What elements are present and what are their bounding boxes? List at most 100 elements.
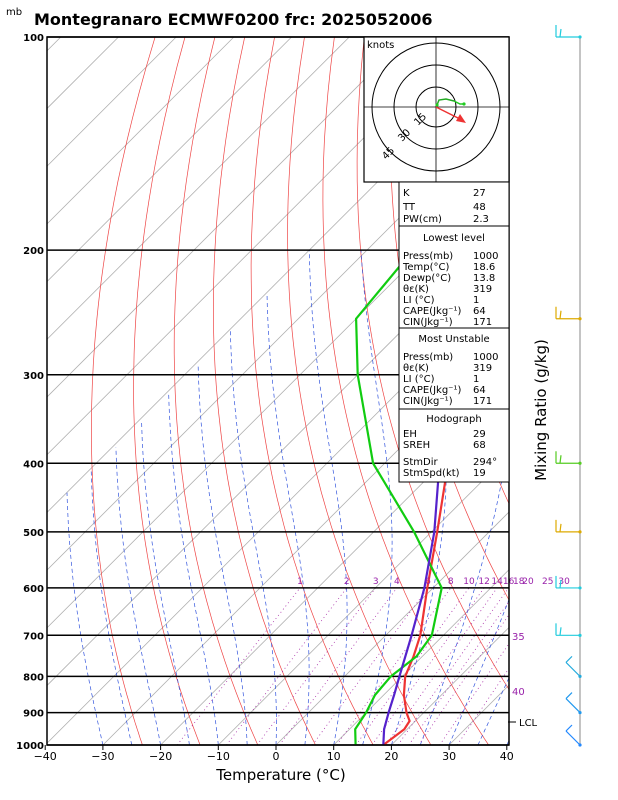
mixing-ratio-line — [456, 667, 509, 745]
lowest-li-label: LI (°C) — [403, 295, 435, 306]
unstable-thetae-value: 319 — [473, 363, 492, 374]
mixing-ratio-line — [355, 587, 470, 745]
mixing-ratio-label: 30 — [558, 577, 570, 587]
mixing-ratio-label: 20 — [522, 577, 534, 587]
temperature-tick-label: 40 — [500, 750, 514, 763]
wind-barb-flag — [565, 692, 573, 700]
temperature-tick-label: −20 — [149, 750, 172, 763]
hodograph-ring-30 — [393, 64, 479, 150]
wind-barb-dot — [578, 743, 582, 747]
dry-adiabat-line — [356, 37, 509, 691]
temperature-tick-label: 0 — [273, 750, 280, 763]
wind-barb — [555, 306, 582, 321]
hodo-eh-value: 29 — [473, 429, 486, 440]
x-axis-title: Temperature (°C) — [215, 766, 345, 784]
lowest-cape-value: 64 — [473, 306, 486, 317]
isotherm-line — [565, 37, 618, 745]
lowest-title: Lowest level — [423, 233, 485, 244]
hodo-stmspd-value: 19 — [473, 468, 486, 479]
temperature-tick-label: −10 — [207, 750, 230, 763]
moist-adiabat-line — [168, 394, 219, 745]
temperature-tick-label: 10 — [327, 750, 341, 763]
lowest-cin-value: 171 — [473, 317, 492, 328]
mixing-ratio-label: 14 — [491, 577, 503, 587]
dry-adiabat-line — [322, 37, 489, 745]
wind-barb-dot — [578, 35, 582, 39]
lowest-thetae-value: 319 — [473, 284, 492, 295]
wind-barb-shaft — [565, 661, 581, 677]
unstable-press-label: Press(mb) — [403, 352, 453, 363]
hodograph: knots 15 30 45 — [363, 36, 510, 183]
mixing-ratio-line — [385, 587, 498, 745]
moist-adiabat-line — [197, 364, 248, 745]
moist-adiabat-line — [115, 447, 161, 745]
background-lines — [47, 37, 618, 745]
wind-barb-flag — [559, 579, 562, 589]
mixing-ratio-label: 3 — [373, 577, 379, 587]
mixing-ratio-label: 8 — [448, 577, 454, 587]
dry-adiabat-line — [514, 37, 618, 745]
isotherm-line — [47, 37, 235, 225]
moist-adiabat-line — [506, 739, 509, 745]
isotherm-line — [47, 37, 408, 398]
temperature-tick-label: −30 — [91, 750, 114, 763]
temperature-tick-label: 20 — [384, 750, 398, 763]
isotherm-line — [160, 396, 509, 745]
wind-barb — [565, 655, 582, 678]
mixing-ratio-line — [226, 587, 348, 745]
unstable-cape-label: CAPE(Jkg⁻¹) — [403, 385, 461, 396]
hodograph-ring-45 — [371, 42, 501, 172]
idx-pw-label: PW(cm) — [403, 214, 442, 225]
wind-barb-dot — [578, 586, 582, 590]
theta-e-label: 40 — [512, 687, 525, 698]
idx-k-value: 27 — [473, 188, 486, 199]
isotherm-line — [47, 165, 509, 629]
moist-adiabat-line — [360, 250, 393, 745]
hodo-stmspd-label: StmSpd(kt) — [403, 468, 460, 479]
dry-adiabat-line — [287, 37, 432, 745]
moist-adiabat-line — [230, 330, 277, 745]
hodo-sreh-label: SREH — [403, 440, 430, 451]
isotherm-line — [275, 511, 509, 745]
pressure-tick-label: 500 — [23, 528, 44, 539]
pressure-tick-label: 700 — [23, 631, 44, 642]
isotherm-line — [47, 37, 177, 167]
temperature-tick-label: −40 — [34, 750, 57, 763]
mixing-ratio-label: 4 — [394, 577, 400, 587]
dry-adiabat-line — [213, 37, 316, 745]
pressure-tick-label: 100 — [23, 33, 44, 44]
indices-frame — [398, 181, 510, 483]
isotherm-line — [47, 222, 509, 687]
hodo-title: Hodograph — [426, 414, 481, 425]
hodo-sreh-value: 68 — [473, 440, 486, 451]
isotherm-line — [47, 37, 119, 110]
wind-barb — [565, 724, 582, 747]
pressure-tick-label: 1000 — [16, 741, 44, 752]
pressure-tick-label: 900 — [23, 709, 44, 720]
idx-tt-label: TT — [402, 202, 416, 213]
unstable-cin-label: CIN(Jkg⁻¹) — [403, 396, 453, 407]
mixing-ratio-line — [312, 587, 429, 745]
wind-barb-dot — [578, 461, 582, 465]
dry-adiabat-line — [544, 37, 618, 745]
dry-adiabat-line — [133, 37, 201, 745]
lowest-dewp-value: 13.8 — [473, 273, 495, 284]
idx-tt-value: 48 — [473, 202, 486, 213]
mixing-ratio-line — [397, 587, 509, 745]
mixing-ratio-label: 18 — [513, 577, 525, 587]
wind-barb-dot — [578, 317, 582, 321]
hodograph-units: knots — [367, 40, 394, 51]
temperature-tick-label: 30 — [442, 750, 456, 763]
idx-pw-value: 2.3 — [473, 214, 489, 225]
wind-barb — [555, 25, 582, 39]
units-top: mb — [6, 7, 22, 18]
wind-barb-dot — [578, 633, 582, 637]
lowest-li-value: 1 — [473, 295, 479, 306]
moist-adiabat-line — [266, 293, 310, 745]
wind-barb-shaft — [565, 730, 581, 746]
indices-panel: K 27 TT 48 PW(cm) 2.3 Lowest level Press… — [398, 181, 510, 483]
moist-adiabat-line — [308, 250, 348, 745]
wind-barb-flag — [559, 455, 562, 464]
